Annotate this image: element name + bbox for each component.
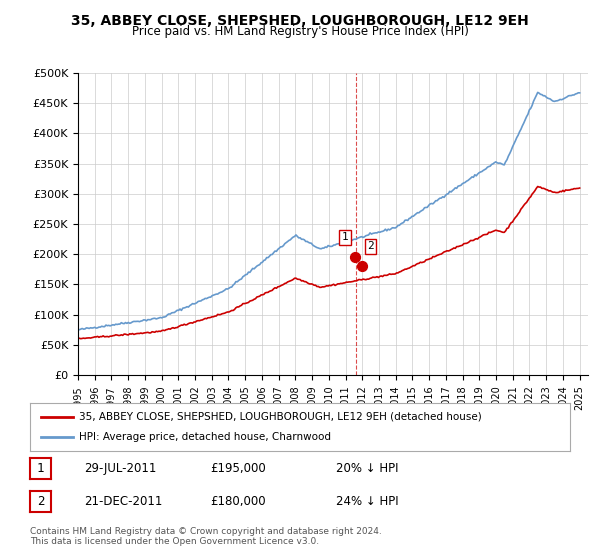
Text: £180,000: £180,000 xyxy=(210,495,266,508)
Text: 35, ABBEY CLOSE, SHEPSHED, LOUGHBOROUGH, LE12 9EH (detached house): 35, ABBEY CLOSE, SHEPSHED, LOUGHBOROUGH,… xyxy=(79,412,481,422)
Text: 1: 1 xyxy=(341,232,349,242)
Text: Price paid vs. HM Land Registry's House Price Index (HPI): Price paid vs. HM Land Registry's House … xyxy=(131,25,469,38)
Text: 2: 2 xyxy=(367,241,374,251)
Text: 35, ABBEY CLOSE, SHEPSHED, LOUGHBOROUGH, LE12 9EH: 35, ABBEY CLOSE, SHEPSHED, LOUGHBOROUGH,… xyxy=(71,14,529,28)
Text: £195,000: £195,000 xyxy=(210,461,266,475)
Point xyxy=(350,253,360,262)
Text: 1: 1 xyxy=(37,461,44,475)
Text: 21-DEC-2011: 21-DEC-2011 xyxy=(84,495,163,508)
Point xyxy=(357,262,367,271)
Text: HPI: Average price, detached house, Charnwood: HPI: Average price, detached house, Char… xyxy=(79,432,331,442)
Text: 2: 2 xyxy=(37,495,44,508)
Text: 20% ↓ HPI: 20% ↓ HPI xyxy=(336,461,398,475)
Text: Contains HM Land Registry data © Crown copyright and database right 2024.
This d: Contains HM Land Registry data © Crown c… xyxy=(30,526,382,546)
Text: 29-JUL-2011: 29-JUL-2011 xyxy=(84,461,157,475)
Text: 24% ↓ HPI: 24% ↓ HPI xyxy=(336,495,398,508)
